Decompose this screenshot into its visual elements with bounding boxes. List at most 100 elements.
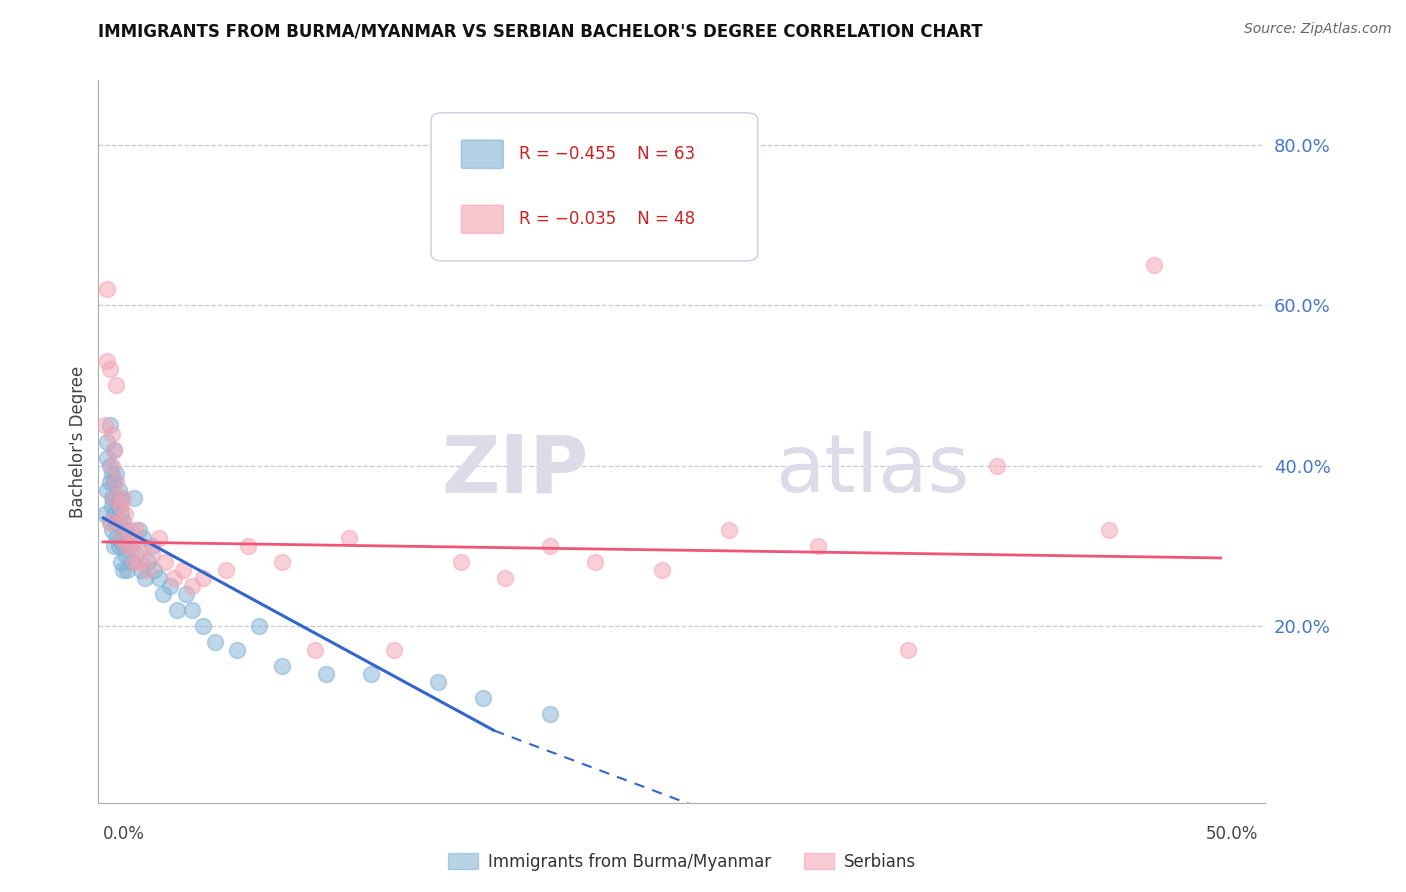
Point bbox=[155, 555, 177, 569]
Point bbox=[122, 491, 145, 505]
Point bbox=[128, 555, 150, 569]
Point bbox=[193, 571, 215, 585]
Point bbox=[148, 531, 170, 545]
FancyBboxPatch shape bbox=[461, 140, 503, 169]
Point bbox=[117, 539, 139, 553]
Point bbox=[94, 507, 117, 521]
Text: 50.0%: 50.0% bbox=[1206, 825, 1258, 843]
Point bbox=[111, 563, 134, 577]
Point bbox=[105, 467, 128, 481]
Point bbox=[193, 619, 215, 633]
Point bbox=[114, 547, 136, 561]
Point bbox=[172, 563, 194, 577]
Point bbox=[110, 507, 132, 521]
Point bbox=[129, 563, 152, 577]
Point bbox=[538, 539, 561, 553]
Point bbox=[807, 539, 830, 553]
Point bbox=[111, 515, 134, 529]
Point bbox=[105, 531, 128, 545]
Point bbox=[114, 507, 136, 521]
Point bbox=[98, 418, 121, 433]
Point bbox=[136, 563, 159, 577]
Point bbox=[238, 539, 260, 553]
Point bbox=[105, 378, 128, 392]
Point bbox=[141, 539, 163, 553]
Point bbox=[125, 547, 148, 561]
Point bbox=[117, 563, 139, 577]
Point bbox=[96, 282, 118, 296]
Point bbox=[181, 579, 204, 593]
Point bbox=[337, 531, 360, 545]
Point bbox=[141, 547, 163, 561]
Point bbox=[1142, 258, 1164, 272]
Point bbox=[270, 659, 292, 673]
Point bbox=[98, 458, 121, 473]
Point bbox=[110, 555, 132, 569]
Point bbox=[132, 539, 155, 553]
Point bbox=[152, 587, 174, 601]
Text: R = −0.455    N = 63: R = −0.455 N = 63 bbox=[519, 145, 695, 163]
Point bbox=[583, 555, 606, 569]
Point bbox=[110, 499, 132, 513]
Point bbox=[215, 563, 238, 577]
Point bbox=[122, 555, 145, 569]
Point bbox=[121, 539, 143, 553]
Point bbox=[118, 539, 141, 553]
Point bbox=[450, 555, 472, 569]
Point bbox=[143, 563, 166, 577]
Point bbox=[96, 434, 118, 449]
Point bbox=[148, 571, 170, 585]
Text: R = −0.035    N = 48: R = −0.035 N = 48 bbox=[519, 211, 695, 228]
Point bbox=[103, 491, 125, 505]
Point bbox=[125, 523, 148, 537]
Point bbox=[986, 458, 1008, 473]
Point bbox=[163, 571, 186, 585]
Point bbox=[98, 362, 121, 376]
Point bbox=[101, 426, 124, 441]
Point bbox=[98, 515, 121, 529]
Point bbox=[107, 515, 129, 529]
Point bbox=[121, 555, 143, 569]
Point bbox=[166, 603, 188, 617]
Point bbox=[98, 475, 121, 489]
Point bbox=[132, 531, 155, 545]
Point bbox=[105, 515, 128, 529]
Point bbox=[897, 643, 920, 657]
Point bbox=[101, 523, 124, 537]
Point bbox=[107, 499, 129, 513]
Point bbox=[427, 675, 450, 690]
Point bbox=[471, 691, 494, 706]
Point bbox=[304, 643, 326, 657]
Point bbox=[110, 531, 132, 545]
Y-axis label: Bachelor's Degree: Bachelor's Degree bbox=[69, 366, 87, 517]
Point bbox=[382, 643, 405, 657]
Point bbox=[117, 531, 139, 545]
Point bbox=[101, 499, 124, 513]
Point bbox=[94, 418, 117, 433]
Point bbox=[360, 667, 382, 681]
Point bbox=[103, 539, 125, 553]
Point bbox=[103, 507, 125, 521]
Point bbox=[118, 523, 141, 537]
Point bbox=[226, 643, 249, 657]
FancyBboxPatch shape bbox=[461, 205, 503, 234]
Point bbox=[96, 450, 118, 465]
Text: IMMIGRANTS FROM BURMA/MYANMAR VS SERBIAN BACHELOR'S DEGREE CORRELATION CHART: IMMIGRANTS FROM BURMA/MYANMAR VS SERBIAN… bbox=[98, 22, 983, 40]
Point bbox=[174, 587, 197, 601]
Point bbox=[98, 515, 121, 529]
Point bbox=[538, 707, 561, 722]
Point bbox=[103, 491, 125, 505]
Point bbox=[101, 467, 124, 481]
Point bbox=[111, 491, 134, 505]
Text: ZIP: ZIP bbox=[441, 432, 589, 509]
Point bbox=[110, 491, 132, 505]
Point bbox=[494, 571, 516, 585]
Point bbox=[107, 539, 129, 553]
Point bbox=[103, 442, 125, 457]
Point bbox=[105, 491, 128, 505]
Point bbox=[134, 571, 156, 585]
Point bbox=[651, 563, 673, 577]
Point bbox=[136, 555, 159, 569]
Point bbox=[101, 491, 124, 505]
Point bbox=[204, 635, 226, 649]
